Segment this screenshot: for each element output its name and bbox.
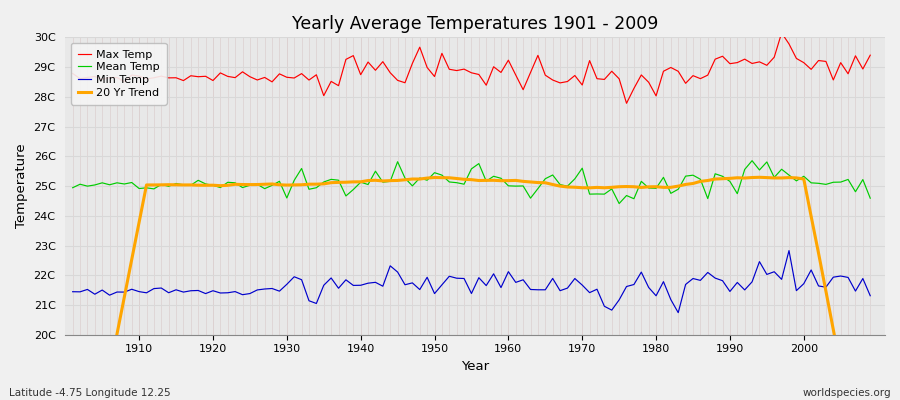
Line: 20 Yr Trend: 20 Yr Trend bbox=[73, 177, 870, 400]
Legend: Max Temp, Mean Temp, Min Temp, 20 Yr Trend: Max Temp, Mean Temp, Min Temp, 20 Yr Tre… bbox=[71, 43, 166, 104]
Mean Temp bbox=[126, 180, 137, 185]
Max Temp bbox=[496, 70, 507, 75]
Min Temp bbox=[673, 310, 684, 315]
Line: Mean Temp: Mean Temp bbox=[73, 161, 870, 204]
Min Temp bbox=[591, 287, 602, 292]
Min Temp bbox=[289, 274, 300, 279]
20 Yr Trend bbox=[496, 178, 507, 183]
20 Yr Trend bbox=[503, 178, 514, 183]
Min Temp bbox=[496, 285, 507, 290]
Min Temp bbox=[68, 289, 78, 294]
20 Yr Trend bbox=[289, 182, 300, 187]
Min Temp bbox=[333, 286, 344, 291]
Max Temp bbox=[333, 83, 344, 88]
Title: Yearly Average Temperatures 1901 - 2009: Yearly Average Temperatures 1901 - 2009 bbox=[292, 15, 658, 33]
20 Yr Trend bbox=[333, 180, 344, 185]
Min Temp bbox=[865, 293, 876, 298]
Text: worldspecies.org: worldspecies.org bbox=[803, 388, 891, 398]
20 Yr Trend bbox=[591, 185, 602, 190]
Min Temp bbox=[126, 287, 137, 292]
Mean Temp bbox=[747, 158, 758, 163]
Max Temp bbox=[776, 30, 787, 35]
Max Temp bbox=[591, 76, 602, 81]
Max Temp bbox=[126, 73, 137, 78]
Max Temp bbox=[503, 58, 514, 62]
Max Temp bbox=[68, 71, 78, 76]
Min Temp bbox=[784, 248, 795, 253]
Mean Temp bbox=[591, 192, 602, 196]
20 Yr Trend bbox=[754, 175, 765, 180]
Max Temp bbox=[621, 101, 632, 106]
20 Yr Trend bbox=[126, 257, 137, 262]
Min Temp bbox=[503, 269, 514, 274]
Mean Temp bbox=[865, 196, 876, 200]
Max Temp bbox=[289, 76, 300, 80]
Max Temp bbox=[865, 53, 876, 58]
Mean Temp bbox=[289, 178, 300, 183]
Text: Latitude -4.75 Longitude 12.25: Latitude -4.75 Longitude 12.25 bbox=[9, 388, 171, 398]
Mean Temp bbox=[333, 178, 344, 182]
Mean Temp bbox=[614, 201, 625, 206]
Line: Max Temp: Max Temp bbox=[73, 33, 870, 103]
Line: Min Temp: Min Temp bbox=[73, 250, 870, 313]
Mean Temp bbox=[68, 185, 78, 190]
X-axis label: Year: Year bbox=[461, 360, 490, 373]
Mean Temp bbox=[496, 176, 507, 181]
Y-axis label: Temperature: Temperature bbox=[15, 144, 28, 228]
Mean Temp bbox=[503, 184, 514, 188]
